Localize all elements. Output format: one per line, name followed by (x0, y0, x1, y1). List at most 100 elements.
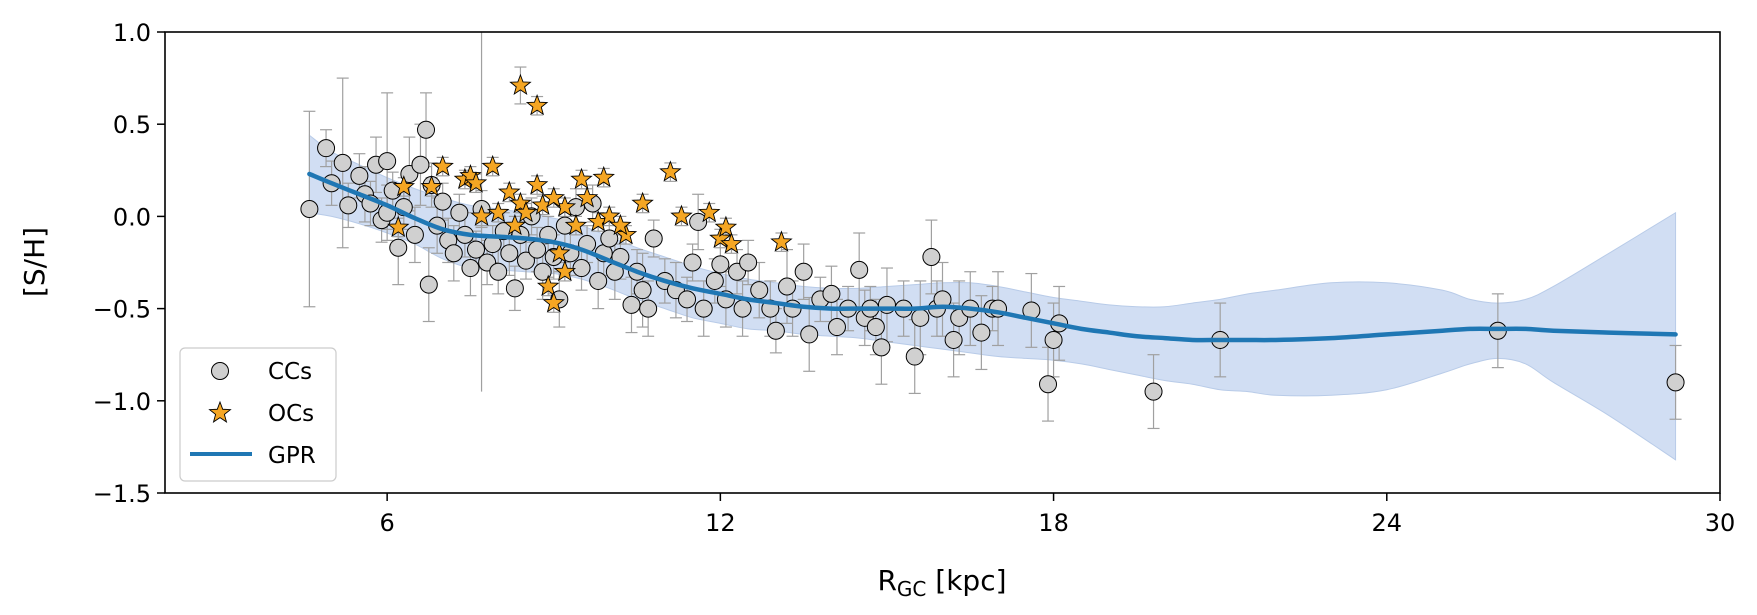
cc-point (689, 212, 708, 231)
y-axis-label: [S/H] (18, 227, 51, 297)
cc-point (1666, 373, 1685, 392)
cc-point (405, 225, 424, 244)
gpr-line-layer (307, 171, 1678, 343)
y-tick-label: 0.0 (113, 203, 151, 231)
cc-point (822, 284, 841, 303)
oc-point (564, 213, 588, 236)
cc-point (600, 229, 619, 248)
cc-point (500, 244, 519, 263)
oc-point (481, 154, 504, 177)
cc-point (333, 153, 352, 172)
cc-point (827, 318, 846, 337)
oc-point (631, 191, 654, 214)
legend-gpr-label: GPR (268, 443, 316, 469)
oc-point (698, 200, 721, 223)
oc-point (431, 154, 454, 177)
cc-point (489, 262, 508, 281)
x-tick-label: 6 (380, 509, 395, 537)
y-tick-label: 0.5 (113, 111, 151, 139)
cc-point (800, 325, 819, 344)
oc-points-layer (387, 73, 793, 313)
oc-point (509, 191, 532, 214)
cc-point (389, 238, 408, 257)
cc-point (1039, 375, 1058, 394)
cc-point (505, 279, 524, 298)
cc-point (411, 155, 430, 174)
cc-point (572, 259, 591, 278)
y-tick-label: −1.0 (93, 388, 151, 416)
oc-point (487, 200, 510, 223)
cc-point (1044, 330, 1063, 349)
cc-point (467, 240, 485, 259)
oc-point (542, 291, 565, 313)
cc-point (378, 152, 397, 171)
cc-point (911, 308, 930, 327)
cc-point (533, 262, 552, 281)
oc-point (420, 175, 443, 197)
legend: CCs OCs GPR (179, 347, 337, 482)
gpr-line (307, 171, 1678, 343)
cc-point (711, 255, 730, 274)
cc-point (694, 299, 713, 318)
cc-point (461, 259, 480, 278)
oc-point (709, 226, 732, 249)
oc-point (509, 73, 532, 96)
oc-point (470, 204, 493, 226)
x-axis: 6 12 18 24 30 (380, 493, 1736, 537)
oc-point (575, 186, 599, 208)
cc-point (300, 200, 319, 219)
oc-point (392, 175, 416, 197)
x-axis-label: RGC [kpc] (877, 564, 1006, 601)
legend-oc-label: OCs (268, 401, 314, 427)
oc-point (542, 186, 565, 208)
cc-point (528, 240, 547, 259)
oc-point (525, 173, 549, 195)
cc-point (639, 299, 658, 318)
cc-point (433, 192, 452, 211)
cc-point (850, 260, 869, 279)
cc-point (972, 323, 991, 342)
oc-point (536, 274, 560, 297)
oc-point (570, 167, 593, 190)
cc-point (905, 347, 924, 366)
cc-point (419, 275, 438, 294)
oc-point (659, 160, 682, 182)
x-tick-label: 24 (1372, 509, 1403, 537)
oc-point (525, 93, 549, 116)
oc-point (498, 180, 521, 202)
cc-point (739, 253, 758, 272)
cc-point (417, 120, 436, 139)
cc-point (644, 229, 663, 248)
legend-cc-label: CCs (268, 359, 312, 385)
oc-point (770, 230, 793, 252)
oc-point (714, 215, 738, 238)
legend-box (179, 347, 337, 482)
x-tick-label: 18 (1038, 509, 1069, 537)
cc-point (778, 277, 796, 296)
y-tick-label: −1.5 (93, 480, 151, 508)
oc-point (514, 200, 538, 223)
cc-point (589, 271, 608, 290)
cc-point (705, 271, 724, 290)
cc-point (678, 290, 697, 309)
oc-point (548, 241, 571, 263)
oc-point (720, 232, 743, 254)
x-tick-label: 30 (1705, 509, 1736, 537)
cc-point (339, 196, 358, 215)
oc-point (503, 213, 527, 236)
y-axis: 1.0 0.5 0.0 −0.5 −1.0 −1.5 (93, 19, 165, 508)
cc-point (444, 244, 463, 263)
oc-point (592, 165, 615, 188)
cc-point (350, 166, 369, 185)
cc-points-layer (300, 120, 1685, 401)
cc-point (622, 295, 641, 314)
plot-frame (164, 31, 1721, 494)
oc-point (598, 204, 621, 226)
cc-point (766, 321, 785, 340)
cc-point (450, 203, 469, 222)
legend-oc-marker (208, 400, 232, 423)
oc-point (553, 259, 577, 282)
x-tick-label: 12 (705, 509, 736, 537)
oc-point (609, 213, 632, 236)
